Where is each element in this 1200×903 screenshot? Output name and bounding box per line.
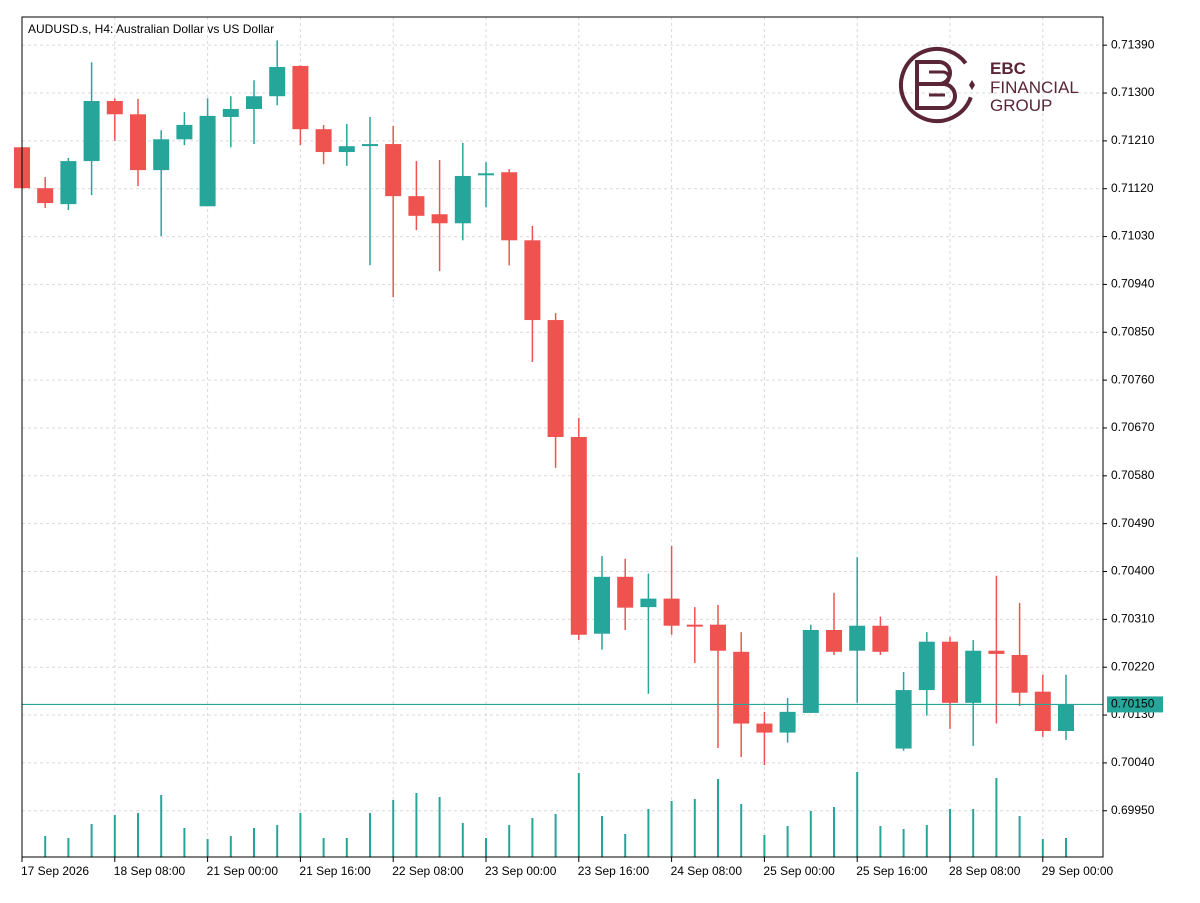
current-price-box bbox=[1107, 696, 1163, 713]
candle-body bbox=[315, 129, 332, 153]
candle-body bbox=[594, 576, 610, 634]
candle-body bbox=[478, 173, 494, 176]
candle-body bbox=[153, 139, 170, 171]
logo-ring bbox=[899, 47, 975, 123]
candle-body bbox=[338, 146, 355, 153]
x-tick-label: 17 Sep 2026 bbox=[21, 864, 89, 878]
candle-body bbox=[176, 124, 193, 140]
candle-body bbox=[60, 161, 77, 205]
candle-layer bbox=[14, 40, 1103, 766]
y-tick-label: 0.70760 bbox=[1111, 372, 1155, 386]
chart-title: AUDUSD.s, H4: Australian Dollar vs US Do… bbox=[28, 22, 274, 36]
candle-body bbox=[199, 115, 216, 207]
candle-body bbox=[130, 114, 146, 171]
candle-body bbox=[269, 66, 286, 97]
y-tick-label: 0.71210 bbox=[1111, 133, 1155, 147]
candle-body bbox=[895, 690, 912, 749]
plot-frame bbox=[21, 16, 1104, 858]
y-tick-label: 0.70310 bbox=[1111, 612, 1155, 626]
y-tick-label: 0.71030 bbox=[1111, 229, 1155, 243]
y-tick-label: 0.70490 bbox=[1111, 516, 1155, 530]
candle-body bbox=[802, 629, 819, 713]
y-tick-label: 0.70670 bbox=[1111, 420, 1155, 434]
y-tick-label: 0.70220 bbox=[1111, 659, 1155, 673]
candle-body bbox=[246, 96, 262, 109]
y-tick-label: 0.70040 bbox=[1111, 755, 1155, 769]
candle-body bbox=[663, 598, 680, 626]
logo-line3: GROUP bbox=[990, 96, 1052, 115]
candle-body bbox=[385, 144, 402, 197]
candle-body bbox=[570, 437, 587, 635]
x-tick-label: 24 Sep 08:00 bbox=[671, 864, 743, 878]
y-tick-label: 0.71390 bbox=[1111, 37, 1155, 51]
candle-body bbox=[988, 650, 1005, 654]
candle-body bbox=[524, 240, 541, 321]
y-tick-label: 0.69950 bbox=[1111, 803, 1155, 817]
candle-body bbox=[965, 650, 982, 703]
x-tick-label: 23 Sep 16:00 bbox=[578, 864, 650, 878]
candle-body bbox=[826, 629, 842, 652]
candle-body bbox=[733, 651, 750, 724]
candle-body bbox=[756, 723, 773, 733]
logo-line2: FINANCIAL bbox=[990, 78, 1079, 97]
candle-body bbox=[454, 175, 471, 224]
current-price-label: 0.70150 bbox=[1111, 697, 1155, 711]
candle-body bbox=[501, 172, 518, 241]
axes: 0.71390 0.71300 0.71210 0.71120 0.71030 0.709… bbox=[21, 37, 1163, 878]
volume-layer bbox=[44, 772, 1067, 857]
logo-line1: EBC bbox=[990, 59, 1026, 78]
y-tick-label: 0.70400 bbox=[1111, 564, 1155, 578]
candle-body bbox=[710, 624, 726, 651]
candle-body bbox=[547, 320, 564, 437]
y-tick-label: 0.70580 bbox=[1111, 468, 1155, 482]
y-tick-label: 0.71300 bbox=[1111, 85, 1155, 99]
y-tick-label: 0.70850 bbox=[1111, 324, 1155, 338]
candle-body bbox=[640, 598, 657, 608]
candle-body bbox=[1034, 691, 1051, 731]
logo-mark-inner bbox=[929, 70, 951, 97]
logo-star bbox=[969, 80, 975, 90]
x-tick-label: 25 Sep 00:00 bbox=[763, 864, 835, 878]
candle-body bbox=[849, 625, 866, 651]
candle-body bbox=[292, 65, 309, 130]
candle-body bbox=[942, 641, 958, 703]
logo: EBC FINANCIAL GROUP bbox=[899, 47, 1079, 123]
candle-body bbox=[1058, 704, 1074, 731]
candle-body bbox=[222, 108, 239, 117]
x-tick-label: 29 Sep 00:00 bbox=[1042, 864, 1114, 878]
y-tick-label: 0.70940 bbox=[1111, 277, 1155, 291]
x-tick-label: 21 Sep 16:00 bbox=[299, 864, 371, 878]
candle-body bbox=[106, 101, 123, 115]
candle-body bbox=[83, 101, 100, 162]
candle-body bbox=[918, 641, 935, 691]
candle-body bbox=[617, 576, 634, 608]
x-tick-label: 21 Sep 00:00 bbox=[207, 864, 279, 878]
candle-body bbox=[431, 214, 448, 224]
candle-body bbox=[408, 196, 425, 216]
candle-body bbox=[779, 711, 796, 733]
candle-body bbox=[872, 625, 889, 652]
candle-body bbox=[1011, 654, 1028, 693]
y-tick-label: 0.71120 bbox=[1111, 181, 1154, 195]
x-tick-label: 28 Sep 08:00 bbox=[949, 864, 1021, 878]
candle-body bbox=[37, 188, 54, 204]
x-tick-label: 23 Sep 00:00 bbox=[485, 864, 557, 878]
candle-body bbox=[362, 144, 378, 147]
x-tick-label: 22 Sep 08:00 bbox=[392, 864, 464, 878]
x-tick-label: 25 Sep 16:00 bbox=[856, 864, 928, 878]
candle-body bbox=[686, 624, 703, 627]
x-tick-label: 18 Sep 08:00 bbox=[114, 864, 186, 878]
